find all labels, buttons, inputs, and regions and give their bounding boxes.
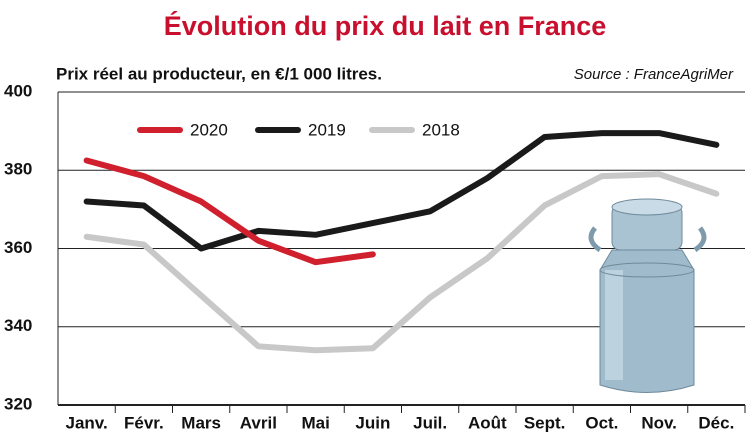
series-line (83, 130, 720, 252)
y-tick-label: 340 (4, 316, 32, 335)
milk-can-illustration (588, 198, 707, 393)
series-line (83, 171, 720, 354)
chart-subtitle: Prix réel au producteur, en €/1 000 litr… (56, 64, 382, 83)
x-tick-label: Août (468, 413, 507, 432)
x-tick-label: Juin (355, 413, 390, 432)
y-tick-label: 380 (4, 160, 32, 179)
x-tick-label: Avril (240, 413, 277, 432)
x-tick-label: Sept. (524, 413, 566, 432)
x-tick-label: Févr. (124, 413, 164, 432)
y-tick-label: 320 (4, 394, 32, 413)
x-tick-label: Oct. (585, 413, 618, 432)
chart-title: Évolution du prix du lait en France (164, 10, 607, 41)
legend-label: 2018 (422, 120, 460, 139)
x-tick-label: Mars (181, 413, 221, 432)
y-tick-label: 400 (4, 81, 32, 100)
legend-label: 2019 (308, 120, 346, 139)
x-tick-label: Juil. (413, 413, 447, 432)
x-tick-label: Déc. (698, 413, 734, 432)
series-line (83, 157, 376, 266)
source: Source : FranceAgriMer (574, 66, 734, 83)
x-tick-label: Janv. (66, 413, 108, 432)
y-tick-label: 360 (4, 238, 32, 257)
legend-label: 2020 (190, 120, 228, 139)
lines: 2018 2019 2020 (83, 120, 720, 354)
x-tick-label: Mai (301, 413, 329, 432)
x-tick-label: Nov. (641, 413, 677, 432)
